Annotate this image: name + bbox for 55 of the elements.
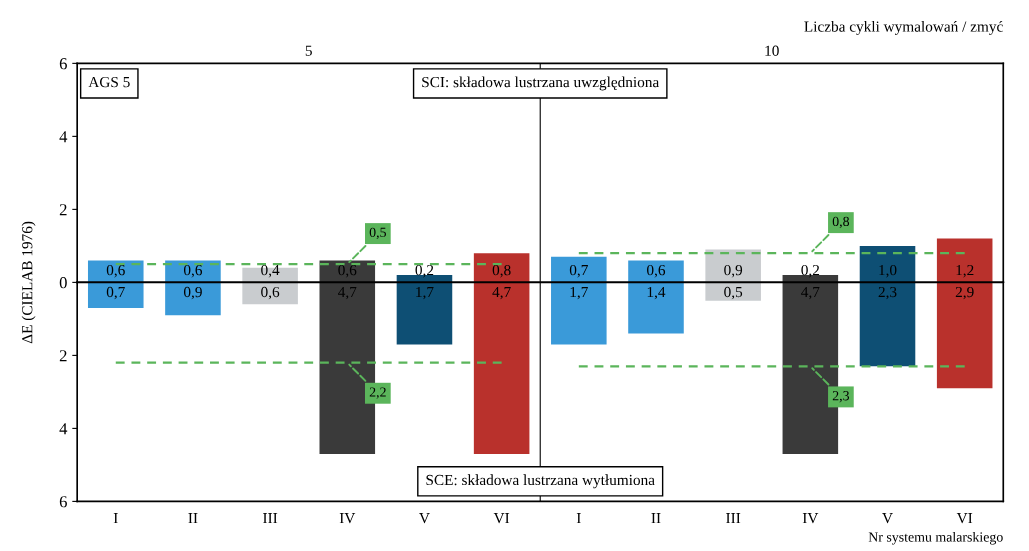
x-tick-label: VI — [493, 513, 510, 524]
y-tick-label: 6 — [59, 58, 67, 70]
y-tick-label: 6 — [59, 496, 67, 508]
x-axis-title: Nr systemu malarskiego — [868, 531, 1003, 545]
text: Liczba cykli wymalowań / zmyć — [804, 20, 1003, 35]
x-tick-label: V — [419, 513, 430, 524]
annotation: SCI: składowa lustrzana uwzględniona — [422, 76, 660, 91]
data-label: 0,7 — [569, 264, 588, 278]
y-axis-title: ΔE (CIELAB 1976) — [21, 221, 36, 344]
data-label: 4,7 — [492, 286, 511, 300]
data-label: 0,6 — [183, 264, 203, 278]
x-tick-label: III — [726, 513, 741, 524]
data-label: 0,8 — [492, 264, 511, 278]
data-label: 0,5 — [724, 286, 743, 300]
y-tick-label: 4 — [59, 423, 68, 435]
x-tick-label: IV — [802, 513, 819, 524]
data-label: 0,9 — [183, 286, 202, 300]
x-tick-label: VI — [956, 513, 973, 524]
data-label: 2,3 — [832, 391, 850, 403]
data-label: 2,9 — [955, 286, 974, 300]
data-label: 1,4 — [647, 286, 666, 300]
data-label: 0,6 — [338, 264, 357, 278]
x-tick-label: II — [651, 513, 661, 524]
text: 5 — [305, 45, 312, 56]
data-label: 2,3 — [878, 286, 897, 300]
data-label: 0,9 — [724, 264, 743, 278]
y-tick-label: 2 — [59, 350, 67, 362]
data-label: 1,7 — [570, 286, 588, 300]
data-label: 4,7 — [801, 286, 820, 300]
y-tick-label: 0 — [59, 277, 67, 289]
data-label: 0,8 — [832, 216, 850, 229]
x-tick-label: III — [263, 513, 278, 524]
data-label: 1,7 — [416, 286, 434, 300]
data-label: 0,6 — [261, 286, 280, 300]
data-label: 0,7 — [106, 286, 125, 300]
annotation: SCE: składowa lustrzana wytłumiona — [426, 474, 655, 489]
data-label: 1,2 — [956, 264, 974, 278]
data-label: 0,4 — [261, 264, 280, 278]
x-tick-label: I — [576, 513, 581, 524]
x-tick-label: I — [113, 513, 118, 524]
data-label: 1,0 — [879, 264, 897, 278]
data-label: 0,6 — [647, 264, 666, 278]
x-tick-label: II — [188, 513, 198, 524]
data-label: 0,2 — [801, 264, 820, 278]
y-tick-label: 2 — [59, 204, 67, 216]
text: 10 — [765, 45, 779, 56]
annotation: AGS 5 — [88, 76, 130, 88]
data-label: 0,2 — [415, 264, 434, 278]
x-tick-label: V — [882, 513, 893, 524]
data-label: 0,5 — [369, 227, 386, 240]
y-tick-label: 4 — [59, 131, 68, 143]
data-label: 2,2 — [369, 387, 386, 399]
data-label: 0,6 — [106, 264, 125, 278]
x-tick-label: IV — [339, 513, 356, 524]
data-label: 4,7 — [338, 286, 357, 300]
